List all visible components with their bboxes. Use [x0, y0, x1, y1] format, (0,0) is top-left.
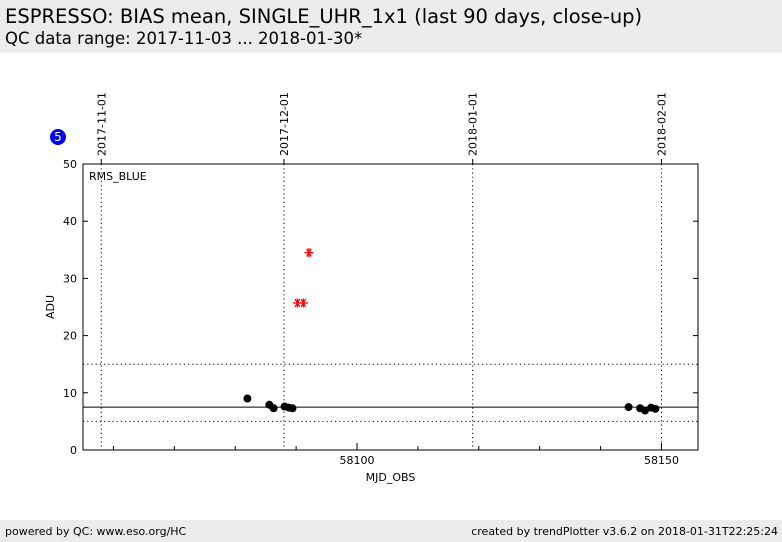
- y-tick-label: 0: [70, 444, 77, 457]
- count-badge: [50, 129, 66, 145]
- footer-powered-by: powered by QC: www.eso.org/HC: [5, 525, 187, 538]
- data-point: [288, 404, 297, 413]
- outlier-point: [298, 298, 308, 308]
- x-tick-label: 58100: [340, 454, 375, 467]
- panel-label: RMS_BLUE: [89, 170, 147, 183]
- top-date-label: 2017-11-01: [95, 92, 108, 156]
- footer-bar: powered by QC: www.eso.org/HC created by…: [0, 520, 782, 542]
- header-bar: ESPRESSO: BIAS mean, SINGLE_UHR_1x1 (las…: [0, 0, 782, 53]
- top-date-label: 2017-12-01: [278, 92, 291, 156]
- footer-created-by: created by trendPlotter v3.6.2 on 2018-0…: [471, 525, 778, 538]
- top-date-label: 2018-01-01: [467, 92, 480, 156]
- data-point: [243, 394, 252, 403]
- data-point: [641, 406, 650, 415]
- y-tick-label: 30: [63, 272, 77, 285]
- chart-svg: 2017-11-01 2017-12-01 2018-01-01 2018-02-01…: [44, 92, 699, 484]
- y-tick-label: 10: [63, 387, 77, 400]
- data-point: [269, 404, 278, 413]
- y-tick-label: 20: [63, 330, 77, 343]
- x-tick-label: 58150: [644, 454, 679, 467]
- y-tick-label: 50: [63, 158, 77, 171]
- x-axis-label: MJD_OBS: [366, 471, 416, 484]
- top-date-label: 2018-02-01: [655, 92, 668, 156]
- outlier-point: [304, 248, 314, 258]
- qc-range-subtitle: QC data range: 2017-11-03 ... 2018-01-30…: [5, 29, 363, 48]
- y-axis-label: ADU: [44, 295, 57, 319]
- data-point: [624, 403, 633, 412]
- count-badge-label: 5: [54, 130, 62, 144]
- chart-title: ESPRESSO: BIAS mean, SINGLE_UHR_1x1 (las…: [5, 5, 643, 28]
- data-point: [651, 404, 660, 413]
- plot-frame: [82, 163, 699, 451]
- y-tick-label: 40: [63, 215, 77, 228]
